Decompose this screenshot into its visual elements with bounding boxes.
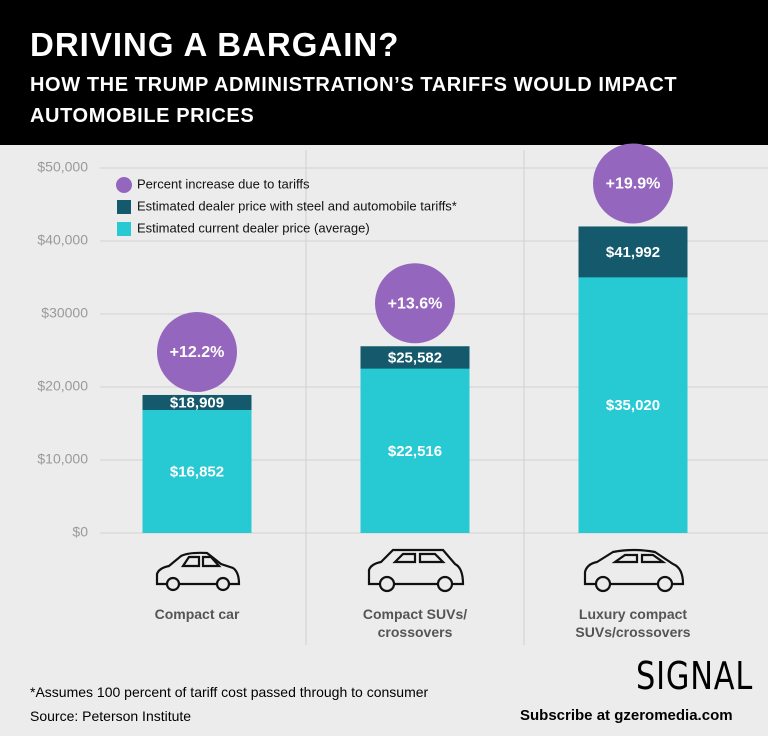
value-label: $35,020 xyxy=(606,397,660,414)
y-tick-label: $10,000 xyxy=(37,451,88,467)
legend-label: Estimated dealer price with steel and au… xyxy=(137,198,457,213)
legend-label: Percent increase due to tariffs xyxy=(137,176,310,191)
y-tick-label: $50,000 xyxy=(37,159,88,175)
bar xyxy=(142,409,252,533)
header: DRIVING A BARGAIN? HOW THE TRUMP ADMINIS… xyxy=(0,0,768,145)
value-label: $16,852 xyxy=(170,463,224,480)
value-label: $22,516 xyxy=(388,443,442,460)
percent-circle xyxy=(375,263,455,344)
category-label: Luxury compact SUVs/crossovers xyxy=(575,606,691,640)
title: DRIVING A BARGAIN? xyxy=(30,26,400,63)
source: Source: Peterson Institute xyxy=(30,708,192,724)
bar xyxy=(578,277,688,533)
percent-circle xyxy=(593,143,673,224)
car-icon xyxy=(367,548,465,593)
subscribe: Subscribe at gzeromedia.com xyxy=(520,707,733,724)
footnote: *Assumes 100 percent of tariff cost pass… xyxy=(30,684,429,700)
car-icons xyxy=(155,548,685,593)
percent-circle xyxy=(157,311,237,392)
percent-label: +12.2% xyxy=(170,344,225,361)
y-tick-label: $20,000 xyxy=(37,378,88,394)
legend-label: Estimated current dealer price (average) xyxy=(137,220,370,235)
y-tick-label: $0 xyxy=(72,524,88,540)
value-label: $18,909 xyxy=(170,394,224,411)
logo: SIGNAL xyxy=(636,654,754,698)
y-tick-label: $40,000 xyxy=(37,232,88,248)
category-label: Compact car xyxy=(154,606,240,622)
subtitle: HOW THE TRUMP ADMINISTRATION’S TARIFFS W… xyxy=(30,74,678,127)
legend-swatch xyxy=(117,222,131,236)
category-label: Compact SUVs/ crossovers xyxy=(362,606,468,640)
value-label: $25,582 xyxy=(388,349,442,366)
car-icon xyxy=(583,548,685,593)
value-label: $41,992 xyxy=(606,244,660,261)
y-tick-label: $30000 xyxy=(41,305,88,321)
car-icon xyxy=(155,551,241,592)
bar xyxy=(360,368,470,533)
legend-swatch xyxy=(117,200,131,214)
percent-label: +13.6% xyxy=(388,295,443,312)
legend-swatch xyxy=(116,177,132,193)
percent-label: +19.9% xyxy=(606,176,661,193)
